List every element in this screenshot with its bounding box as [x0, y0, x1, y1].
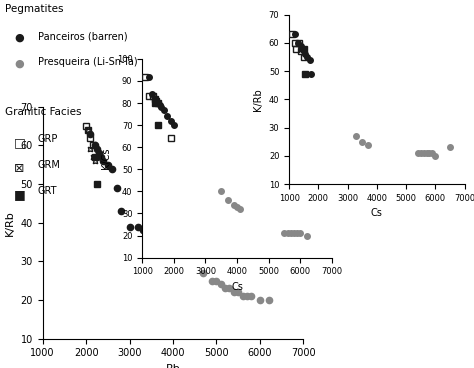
X-axis label: Rb: Rb: [165, 364, 181, 368]
Text: ⊠: ⊠: [14, 162, 25, 175]
Y-axis label: K/Rb: K/Rb: [5, 210, 15, 236]
Text: GRT: GRT: [38, 186, 57, 196]
Text: Presqueira (Li-Sn-Ta): Presqueira (Li-Sn-Ta): [38, 57, 137, 67]
X-axis label: Cs: Cs: [371, 208, 383, 218]
Text: ■: ■: [14, 188, 26, 201]
Y-axis label: K/Rb: K/Rb: [253, 88, 263, 111]
X-axis label: Cs: Cs: [231, 282, 243, 292]
Text: GRP: GRP: [38, 134, 58, 144]
Text: Pegmatites: Pegmatites: [5, 4, 63, 14]
Text: Granitic Facies: Granitic Facies: [5, 107, 81, 117]
Text: GRM: GRM: [38, 160, 61, 170]
Y-axis label: K/Cs: K/Cs: [101, 148, 111, 169]
Text: Panceiros (barren): Panceiros (barren): [38, 31, 128, 41]
Text: □: □: [14, 136, 26, 149]
Text: ●: ●: [14, 33, 24, 43]
Text: ●: ●: [14, 59, 24, 69]
